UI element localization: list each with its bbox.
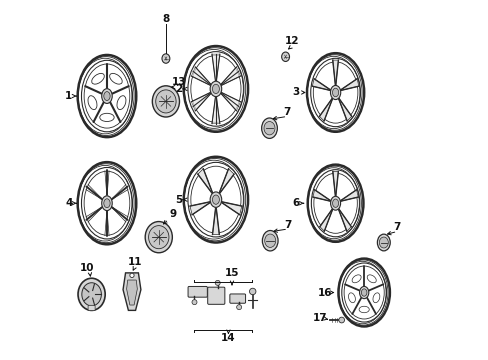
Polygon shape — [332, 171, 338, 196]
Ellipse shape — [377, 234, 389, 251]
Polygon shape — [126, 280, 137, 305]
Ellipse shape — [210, 192, 221, 207]
Polygon shape — [191, 67, 210, 85]
Ellipse shape — [103, 199, 110, 208]
FancyBboxPatch shape — [188, 287, 207, 297]
Ellipse shape — [358, 306, 368, 313]
FancyBboxPatch shape — [229, 294, 245, 303]
Ellipse shape — [148, 226, 168, 249]
Text: 10: 10 — [80, 262, 94, 273]
Text: 6: 6 — [292, 198, 299, 208]
Polygon shape — [338, 209, 350, 231]
Polygon shape — [197, 169, 212, 193]
Ellipse shape — [109, 73, 122, 84]
Text: 2: 2 — [174, 84, 182, 94]
Ellipse shape — [372, 293, 379, 303]
Ellipse shape — [102, 89, 112, 103]
Ellipse shape — [330, 196, 340, 210]
Text: 17: 17 — [312, 313, 327, 323]
Polygon shape — [221, 93, 240, 111]
Ellipse shape — [102, 196, 112, 211]
Polygon shape — [312, 79, 330, 90]
Ellipse shape — [351, 275, 361, 283]
Text: 1: 1 — [65, 91, 72, 101]
Polygon shape — [221, 67, 240, 85]
Ellipse shape — [332, 199, 338, 207]
Polygon shape — [332, 60, 338, 85]
Ellipse shape — [264, 122, 274, 135]
Text: 9: 9 — [169, 209, 176, 219]
Ellipse shape — [155, 90, 176, 113]
Text: 8: 8 — [162, 14, 169, 24]
Text: 7: 7 — [393, 222, 400, 232]
Text: 16: 16 — [317, 288, 331, 297]
Text: 12: 12 — [284, 36, 298, 46]
Ellipse shape — [78, 278, 105, 310]
Ellipse shape — [264, 234, 275, 247]
Ellipse shape — [117, 96, 126, 109]
FancyBboxPatch shape — [88, 305, 95, 311]
Ellipse shape — [81, 283, 101, 306]
Polygon shape — [190, 202, 209, 215]
Text: 11: 11 — [128, 257, 142, 267]
Text: 7: 7 — [283, 107, 290, 117]
Ellipse shape — [103, 91, 110, 100]
Ellipse shape — [330, 85, 340, 100]
Polygon shape — [338, 98, 351, 121]
Circle shape — [192, 300, 197, 305]
Polygon shape — [319, 98, 332, 121]
Ellipse shape — [212, 84, 219, 94]
Text: 15: 15 — [224, 268, 239, 278]
Ellipse shape — [361, 289, 366, 296]
Polygon shape — [191, 93, 210, 111]
Text: 7: 7 — [284, 220, 291, 230]
Ellipse shape — [332, 88, 338, 97]
Text: 3: 3 — [292, 87, 299, 98]
Polygon shape — [340, 190, 358, 201]
Polygon shape — [222, 202, 242, 215]
Text: 4: 4 — [65, 198, 72, 208]
Circle shape — [215, 280, 220, 285]
Ellipse shape — [145, 221, 172, 253]
Ellipse shape — [92, 73, 104, 84]
Ellipse shape — [88, 96, 97, 109]
Polygon shape — [123, 273, 141, 310]
Ellipse shape — [281, 52, 289, 62]
Ellipse shape — [359, 287, 368, 299]
Circle shape — [338, 317, 344, 323]
Ellipse shape — [100, 113, 114, 122]
Ellipse shape — [262, 230, 278, 251]
Circle shape — [236, 305, 241, 310]
Ellipse shape — [348, 293, 355, 303]
Text: 13: 13 — [172, 77, 186, 87]
Polygon shape — [219, 169, 234, 193]
Polygon shape — [319, 209, 332, 231]
Ellipse shape — [366, 275, 375, 283]
Text: 5: 5 — [174, 195, 182, 204]
Circle shape — [130, 273, 134, 278]
Ellipse shape — [162, 54, 169, 63]
Ellipse shape — [152, 86, 179, 117]
Polygon shape — [212, 54, 220, 81]
Ellipse shape — [261, 118, 277, 138]
Polygon shape — [340, 79, 358, 90]
Text: 14: 14 — [221, 333, 235, 343]
FancyBboxPatch shape — [207, 287, 224, 304]
Polygon shape — [312, 190, 330, 201]
Polygon shape — [212, 97, 220, 124]
Circle shape — [249, 288, 255, 295]
Ellipse shape — [212, 195, 219, 204]
Ellipse shape — [379, 237, 387, 248]
Ellipse shape — [210, 81, 221, 96]
Polygon shape — [212, 208, 219, 234]
